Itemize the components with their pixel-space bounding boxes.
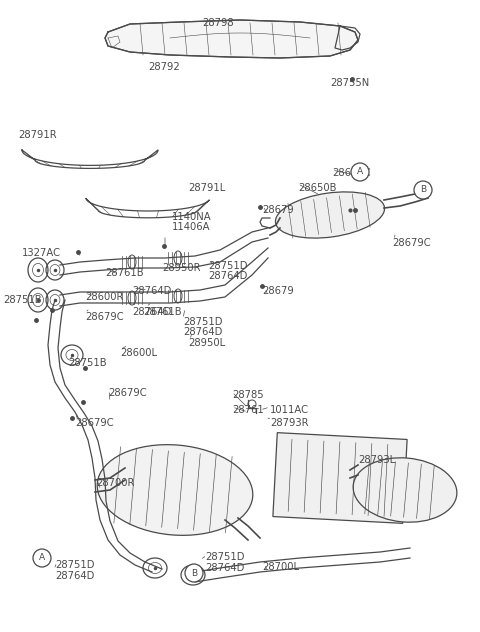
Circle shape [414, 181, 432, 199]
Text: 28751B: 28751B [3, 295, 42, 305]
Text: 28764D: 28764D [183, 327, 222, 337]
Text: 28679: 28679 [262, 286, 294, 296]
Text: B: B [191, 569, 197, 578]
Text: 28700R: 28700R [96, 478, 134, 488]
Ellipse shape [276, 192, 384, 238]
Text: 28679C: 28679C [85, 312, 124, 322]
Text: A: A [39, 554, 45, 562]
Circle shape [33, 549, 51, 567]
Circle shape [351, 163, 369, 181]
Text: B: B [420, 186, 426, 195]
Text: 28764D: 28764D [132, 286, 171, 296]
Text: 28679C: 28679C [108, 388, 146, 398]
Text: 28791L: 28791L [188, 183, 225, 193]
Text: 28751D: 28751D [208, 261, 248, 271]
Text: 28950L: 28950L [188, 338, 225, 348]
Text: 28600L: 28600L [120, 348, 157, 358]
Text: 28764D: 28764D [208, 271, 247, 281]
Text: 28700L: 28700L [262, 562, 299, 572]
Text: 28751D: 28751D [205, 552, 244, 562]
Text: 28751B: 28751B [68, 358, 107, 368]
Text: 28650B: 28650B [298, 183, 336, 193]
Text: 1011AC: 1011AC [270, 405, 309, 415]
Text: 1140NA: 1140NA [172, 212, 212, 222]
Text: 28791R: 28791R [18, 130, 57, 140]
Text: 28679C: 28679C [75, 418, 114, 428]
Circle shape [185, 564, 203, 582]
Text: 28764D: 28764D [205, 563, 244, 573]
Text: 28600R: 28600R [85, 292, 123, 302]
Text: 28792: 28792 [148, 62, 180, 72]
Text: 28761: 28761 [232, 405, 264, 415]
Text: 28751D: 28751D [183, 317, 223, 327]
Text: 28785: 28785 [232, 390, 264, 400]
Ellipse shape [97, 445, 253, 535]
Text: 28798: 28798 [202, 18, 234, 28]
Text: 28679C: 28679C [332, 168, 371, 178]
Text: 28793R: 28793R [270, 418, 309, 428]
Text: 28751D: 28751D [55, 560, 95, 570]
Text: 28761B: 28761B [143, 307, 181, 317]
Text: 28755N: 28755N [330, 78, 369, 88]
Text: 11406A: 11406A [172, 222, 211, 232]
Text: A: A [357, 167, 363, 176]
Text: 28761B: 28761B [105, 268, 144, 278]
Text: 28764D: 28764D [132, 307, 171, 317]
Polygon shape [273, 433, 407, 523]
Text: 1327AC: 1327AC [22, 248, 61, 258]
Ellipse shape [353, 458, 457, 522]
Text: 28679C: 28679C [392, 238, 431, 248]
Polygon shape [105, 20, 358, 58]
Text: 28679: 28679 [262, 205, 294, 215]
Text: 28764D: 28764D [55, 571, 95, 581]
Text: 28950R: 28950R [162, 263, 201, 273]
Text: 28793L: 28793L [358, 455, 395, 465]
